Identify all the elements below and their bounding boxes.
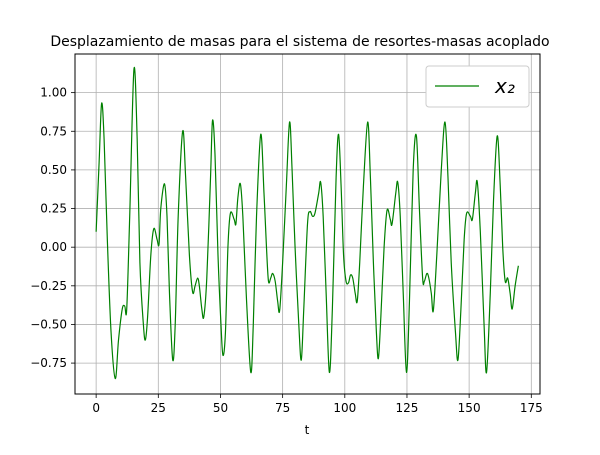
y-tick-label: 0.50 [40, 163, 67, 177]
grid-lines [75, 54, 540, 394]
x-tick-label: 75 [275, 401, 290, 415]
series-layer [95, 66, 519, 380]
y-tick-label: −0.25 [30, 279, 67, 293]
x-tick-label: 0 [92, 401, 100, 415]
x-tick-label: 25 [151, 401, 166, 415]
y-tick-label: 0.00 [40, 240, 67, 254]
y-tick-label: −0.75 [30, 356, 67, 370]
chart-title: Desplazamiento de masas para el sistema … [50, 34, 549, 50]
x-tick-label: 150 [458, 401, 481, 415]
x-axis-label: t [305, 423, 310, 437]
y-tick-label: 1.00 [40, 86, 67, 100]
x-tick-label: 100 [333, 401, 356, 415]
y-tick-label: 0.25 [40, 202, 67, 216]
x-tick-label: 175 [520, 401, 543, 415]
y-tick-label: −0.50 [30, 317, 67, 331]
x-axis-ticks: 0 25 50 75 100 125 150 175 [92, 394, 543, 415]
plot-frame [74, 53, 541, 395]
legend: x₂ [425, 65, 530, 108]
series-line-x2 [95, 66, 519, 380]
x-tick-label: 50 [213, 401, 228, 415]
x-tick-label: 125 [396, 401, 419, 415]
legend-label: x₂ [494, 74, 515, 98]
y-axis-ticks: −0.75 −0.50 −0.25 0.00 0.25 0.50 0.75 1.00 [30, 86, 75, 370]
y-tick-label: 0.75 [40, 124, 67, 138]
